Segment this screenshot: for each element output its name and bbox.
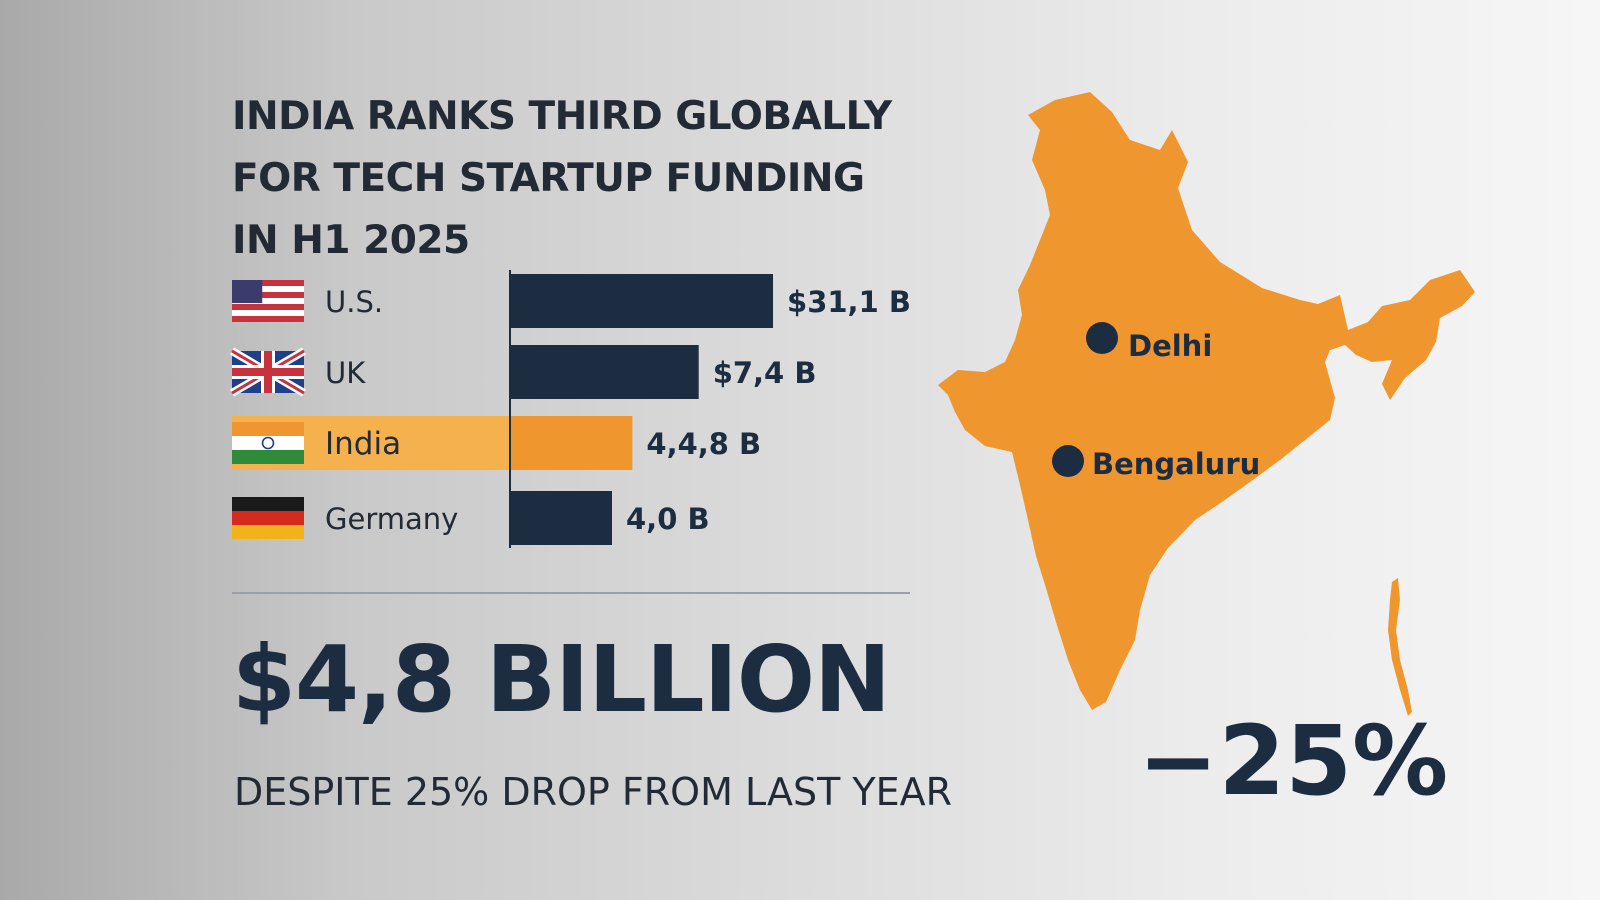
bar [510, 274, 774, 328]
divider [232, 592, 910, 594]
category-label: Germany [325, 502, 458, 536]
delhi-marker [1086, 322, 1118, 354]
delhi-label: Delhi [1128, 329, 1212, 363]
india-funding-amount: $4,8 BILLION [232, 626, 891, 733]
us-flag-icon [232, 280, 304, 322]
bar [510, 491, 612, 545]
headline-line-1: INDIA RANKS THIRD GLOBALLY [232, 94, 892, 139]
category-label: India [325, 426, 401, 462]
category-label: U.S. [325, 285, 383, 319]
india-flag-icon [232, 422, 304, 464]
bengaluru-marker [1052, 445, 1084, 477]
headline-line-2: FOR TECH STARTUP FUNDING [232, 156, 865, 201]
change-percentage: −25% [1138, 705, 1449, 817]
bar [510, 345, 699, 399]
drop-subtitle: DESPITE 25% DROP FROM LAST YEAR [234, 770, 953, 814]
value-label: 4,0 B [626, 502, 710, 536]
category-label: UK [325, 356, 366, 390]
island-chain [1388, 578, 1412, 716]
headline: INDIA RANKS THIRD GLOBALLY FOR TECH STAR… [232, 86, 992, 272]
headline-line-3: IN H1 2025 [232, 218, 470, 263]
germany-flag-icon [232, 497, 304, 539]
bar [510, 416, 633, 470]
value-label: 4,4,8 B [646, 427, 761, 461]
value-label: $31,1 B [787, 285, 911, 319]
india-map-shape [938, 92, 1475, 710]
uk-flag-icon [229, 347, 307, 397]
bengaluru-label: Bengaluru [1092, 447, 1260, 481]
value-label: $7,4 B [713, 356, 817, 390]
